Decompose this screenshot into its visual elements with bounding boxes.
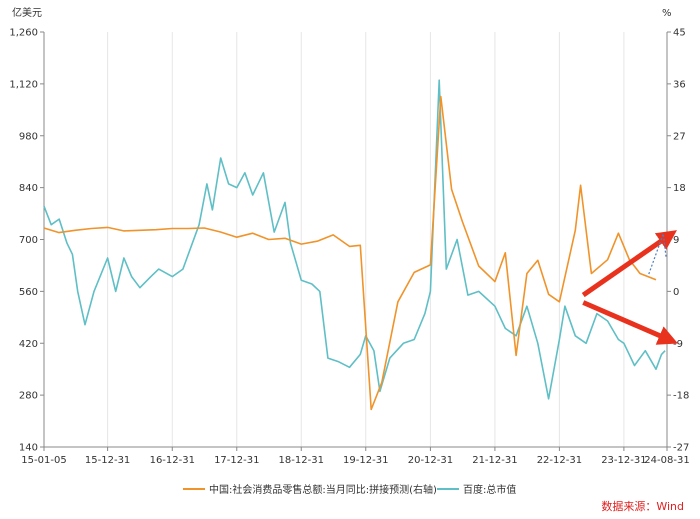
left-tick-label: 840 (19, 183, 38, 194)
retail-sales-yoy-line (43, 95, 657, 411)
right-unit-label: % (662, 8, 672, 19)
right-tick-label: 0 (673, 287, 679, 298)
x-tick-label: 21-12-31 (472, 455, 517, 466)
right-tick-label: -9 (673, 339, 683, 350)
legend-label-retail-sales: 中国:社会消费品零售总额:当月同比:拼接预测(右轴) (209, 483, 437, 496)
left-unit-label: 亿美元 (12, 6, 42, 19)
axes: 15-01-05 15-12-31 16-12-31 17-12-31 18-12-31… (9, 28, 689, 467)
legend-label-baidu-market-cap: 百度:总市值 (463, 483, 516, 496)
left-tick-label: 700 (19, 235, 38, 246)
x-tick-label: 15-12-31 (85, 455, 130, 466)
x-tick-label: 16-12-31 (150, 455, 195, 466)
baidu-market-cap-line (43, 79, 666, 400)
right-tick-label: 27 (673, 131, 686, 142)
red-arrow-1 (581, 230, 677, 298)
left-tick-label: 560 (19, 287, 38, 298)
right-tick-label: -18 (673, 391, 689, 402)
left-tick-label: 420 (19, 339, 38, 350)
left-tick-label: 1,260 (9, 28, 38, 39)
left-tick-label: 980 (19, 131, 38, 142)
right-tick-label: 9 (673, 235, 679, 246)
left-tick-label: 140 (19, 443, 38, 454)
right-tick-label: 18 (673, 183, 686, 194)
x-tick-label: 20-12-31 (408, 455, 453, 466)
x-tick-label: 24-08-31 (644, 455, 689, 466)
x-tick-label: 18-12-31 (279, 455, 324, 466)
grid (107, 32, 625, 447)
dotted-projection (648, 233, 667, 275)
x-tick-label: 23-12-31 (601, 455, 646, 466)
legend: 中国:社会消费品零售总额:当月同比:拼接预测(右轴) 百度:总市值 (183, 483, 516, 496)
annotations (581, 230, 678, 345)
x-tick-label: 15-01-05 (21, 455, 66, 466)
left-tick-label: 280 (19, 391, 38, 402)
red-arrow-2 (582, 300, 678, 345)
right-tick-label: 36 (673, 79, 686, 90)
right-tick-label: -27 (673, 443, 689, 454)
x-tick-label: 17-12-31 (214, 455, 259, 466)
x-tick-label: 19-12-31 (343, 455, 388, 466)
source-note: 数据来源：Wind (601, 499, 684, 513)
x-tick-label: 22-12-31 (537, 455, 582, 466)
left-tick-label: 1,120 (9, 79, 38, 90)
series-lines (43, 79, 666, 411)
right-tick-label: 45 (673, 28, 686, 39)
